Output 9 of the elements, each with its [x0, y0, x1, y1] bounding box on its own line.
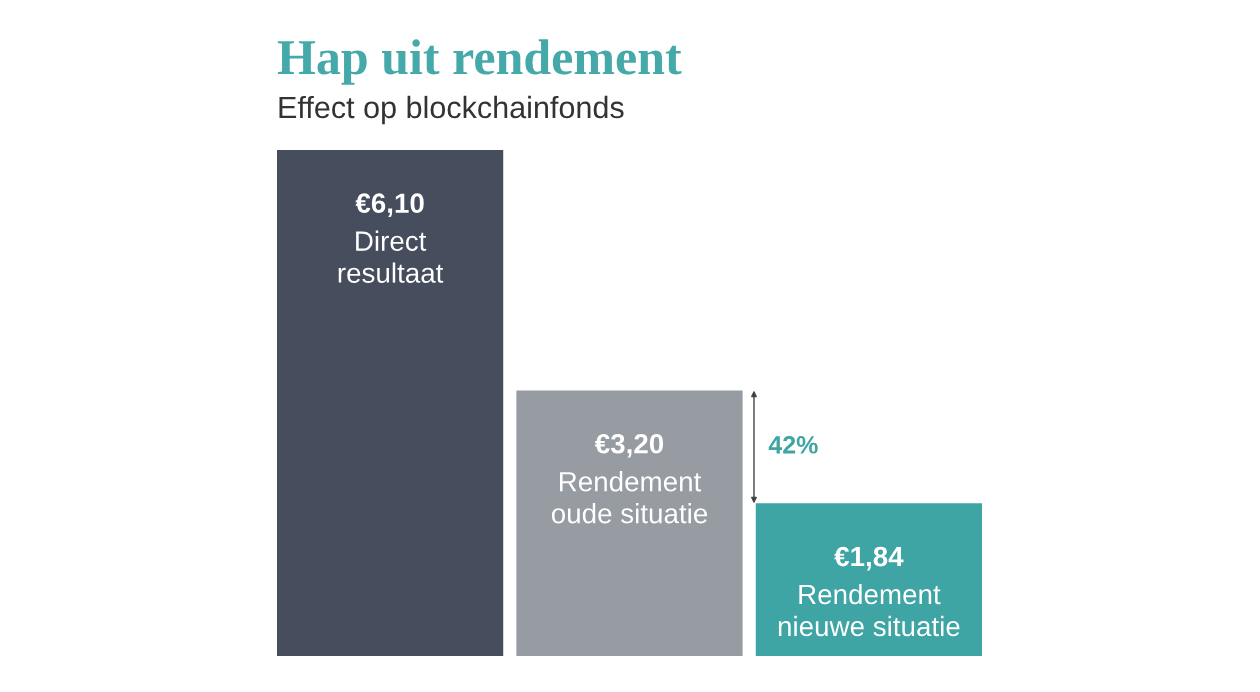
x-tick-label: Rendement oude situatie	[551, 471, 708, 524]
data-label: €3,20	[594, 433, 664, 458]
annotation: 42%	[768, 435, 818, 454]
x-tick-label: Direct resultaat	[338, 230, 444, 283]
data-label: €1,84	[834, 546, 904, 571]
x-tick-label: Rendement nieuwe situatie	[778, 583, 960, 637]
chart-title: Hap uit rendement	[277, 39, 682, 85]
data-label: €6,10	[355, 193, 424, 218]
chart-subtitle: Effect op blockchainfonds	[279, 95, 624, 125]
